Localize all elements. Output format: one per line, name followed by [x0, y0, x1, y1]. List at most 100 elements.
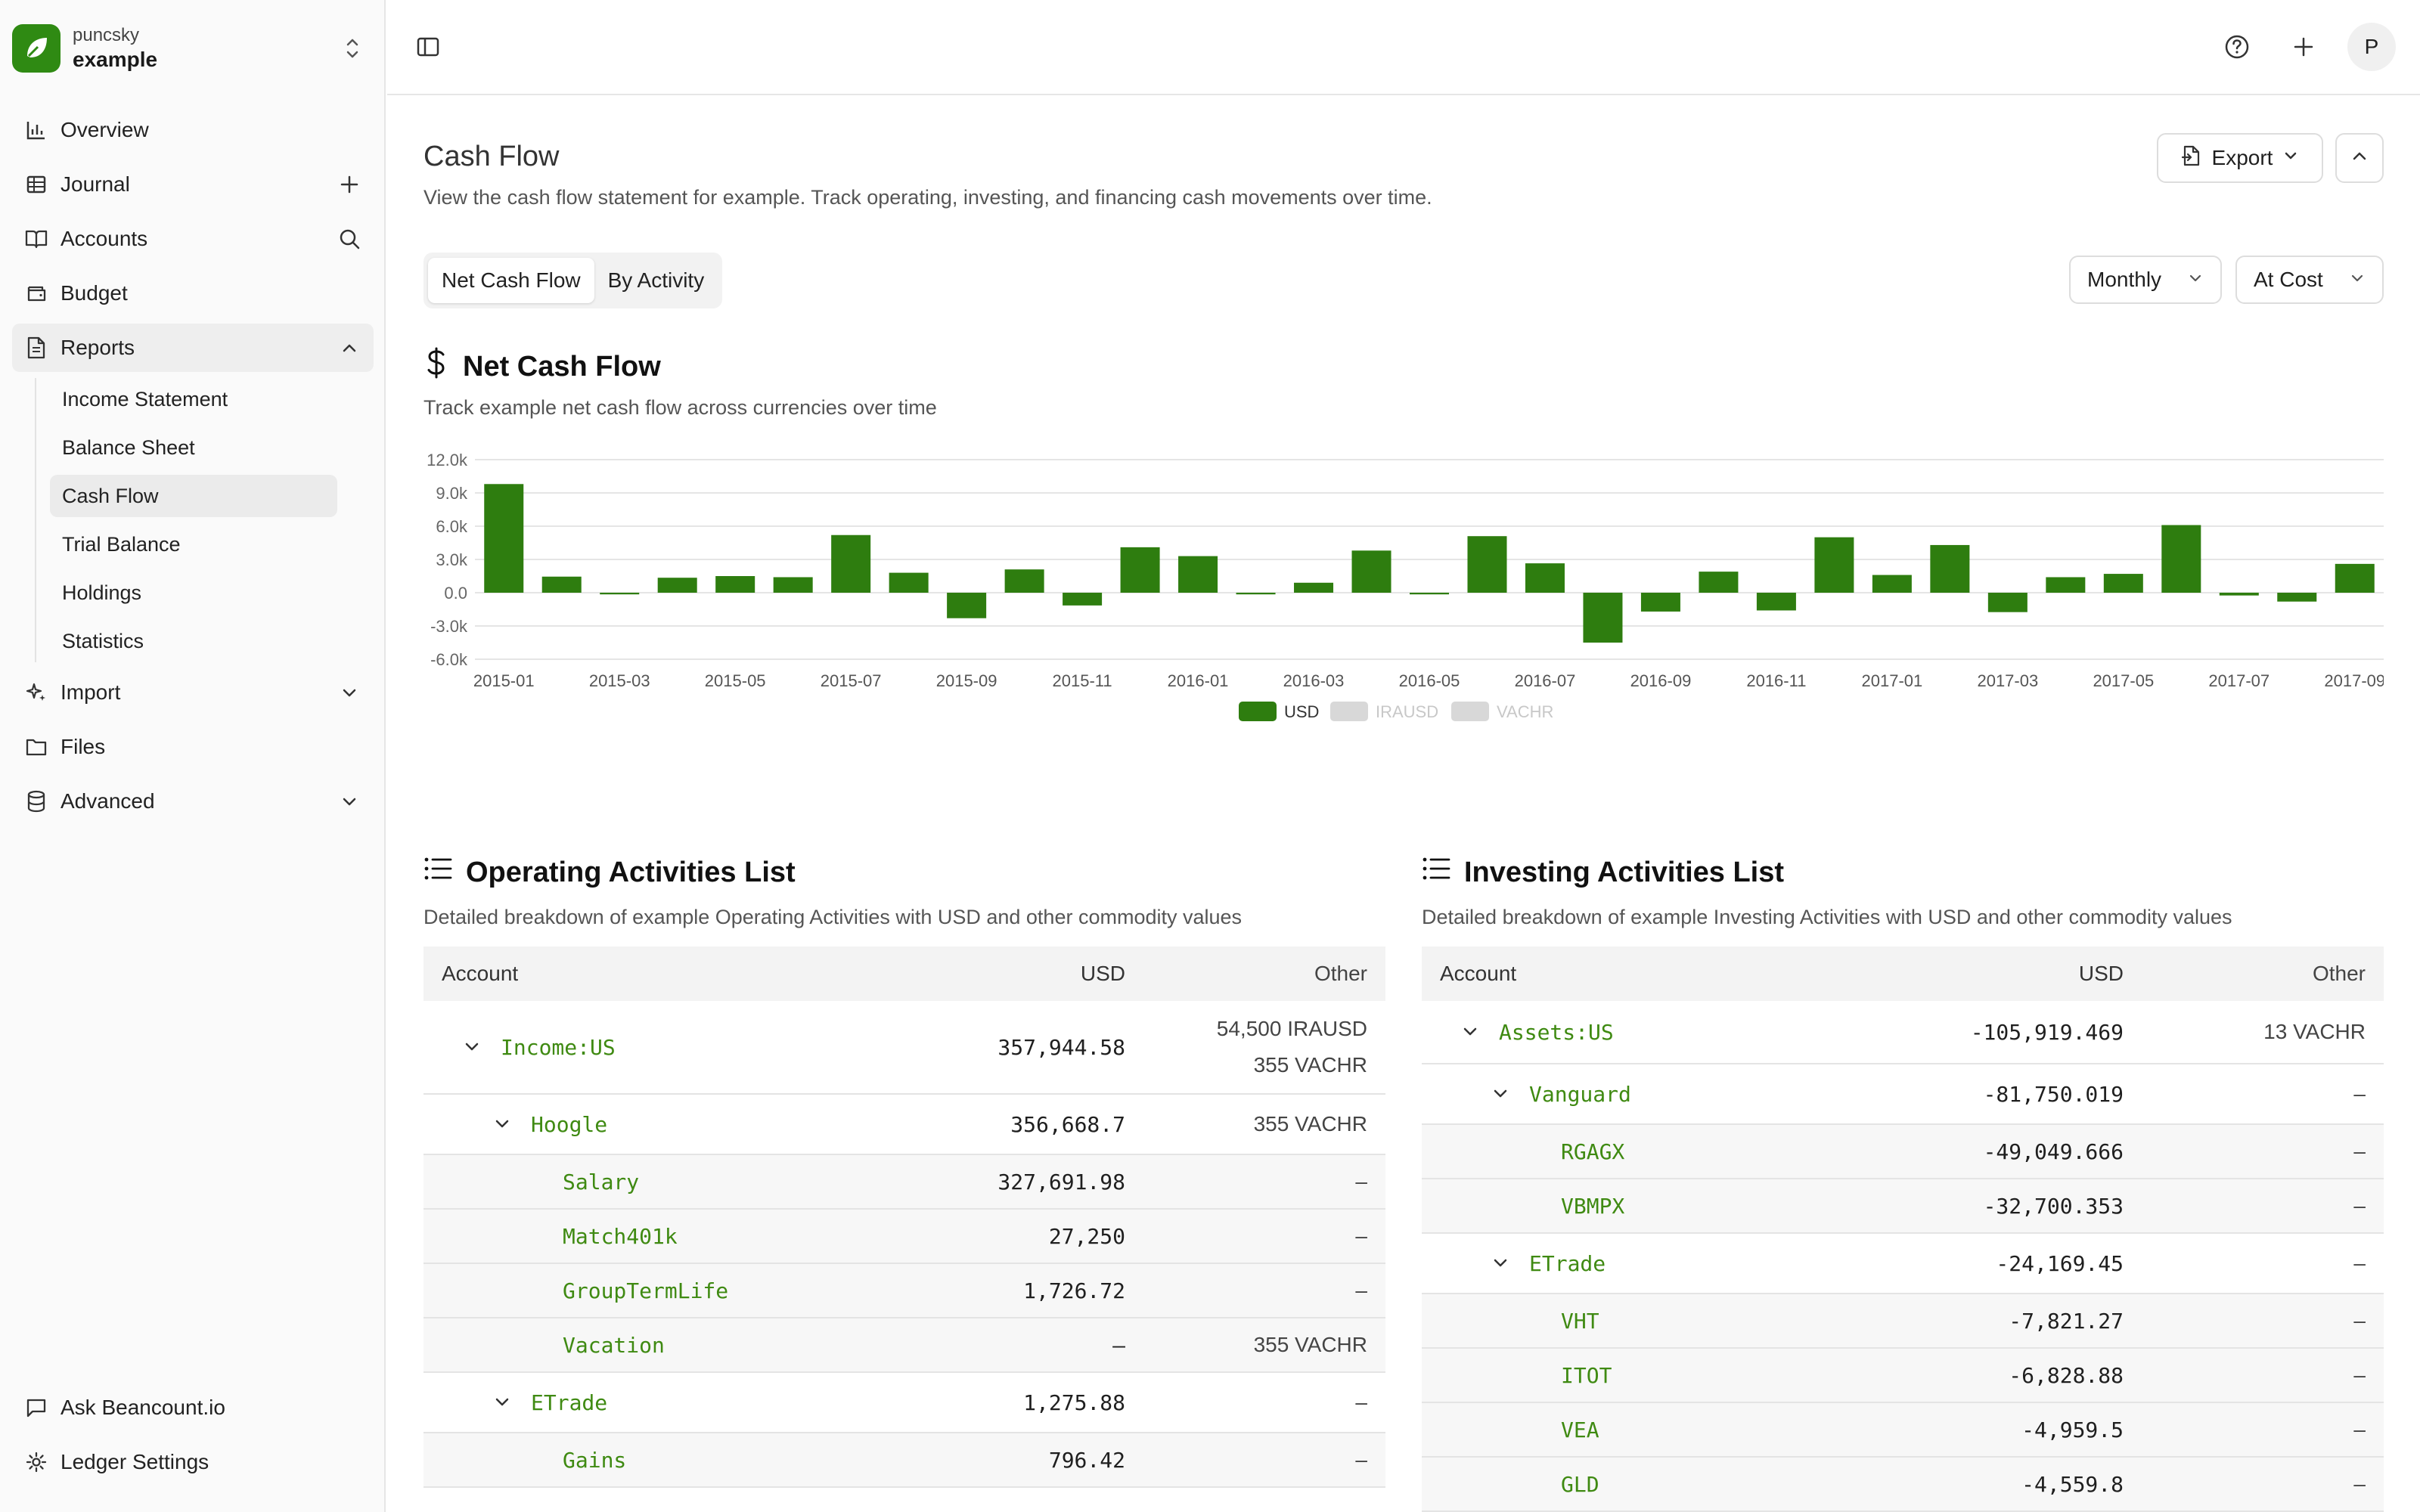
sidebar-subitem-statistics[interactable]: Statistics [62, 629, 144, 652]
investing-description: Detailed breakdown of example Investing … [1422, 906, 2232, 928]
chevron-down-icon [2349, 268, 2366, 292]
table-row[interactable]: VBMPX -32,700.353 – [1422, 1179, 2384, 1234]
sparkles-icon [24, 680, 48, 705]
chevron-down-icon[interactable] [1490, 1083, 1511, 1105]
account-link[interactable]: Assets:US [1499, 1019, 1614, 1045]
table-row[interactable]: RGAGX -49,049.666 – [1422, 1125, 2384, 1179]
other-value: 54,500 IRAUSD [1216, 1017, 1367, 1040]
sidebar-item-ledger-settings[interactable]: Ledger Settings [12, 1438, 374, 1486]
chart-bar [1178, 556, 1218, 593]
table-row[interactable]: GroupTermLife 1,726.72 – [424, 1264, 1385, 1318]
chart-bar [889, 572, 929, 593]
search-icon[interactable] [337, 227, 361, 256]
account-link[interactable]: GLD [1561, 1471, 1599, 1497]
help-icon[interactable] [2214, 24, 2260, 70]
sidebar-bottom: Ask Beancount.io Ledger Settings [12, 1383, 374, 1492]
chevron-down-icon[interactable] [492, 1392, 513, 1413]
valuation-select[interactable]: At Cost [2235, 256, 2384, 304]
y-tick-label: 9.0k [436, 484, 468, 503]
sidebar-item-import[interactable]: Import [12, 668, 374, 717]
sidebar-item-journal[interactable]: Journal [12, 160, 374, 209]
chevron-down-icon[interactable] [1460, 1021, 1481, 1043]
account-link[interactable]: Salary [563, 1169, 640, 1194]
tab-net-cash-flow[interactable]: Net Cash Flow [428, 258, 594, 303]
account-link[interactable]: VEA [1561, 1417, 1599, 1442]
sidebar-item-label: Overview [60, 118, 149, 141]
sidebar-item-budget[interactable]: Budget [12, 269, 374, 318]
sidebar-subitem-holdings[interactable]: Holdings [62, 581, 142, 604]
chart-bar [1756, 593, 1796, 611]
table-row[interactable]: Vacation – 355 VACHR [424, 1318, 1385, 1373]
sidebar-subitem-balance-sheet[interactable]: Balance Sheet [62, 435, 195, 459]
other-value: – [1355, 1224, 1367, 1247]
file-export-icon [2180, 144, 2203, 172]
account-link[interactable]: Vanguard [1529, 1081, 1631, 1107]
table-row[interactable]: VHT -7,821.27 – [1422, 1294, 2384, 1349]
valuation-select-value: At Cost [2254, 268, 2323, 291]
account-link[interactable]: Gains [563, 1447, 627, 1473]
chart-bar [657, 578, 697, 593]
account-link[interactable]: Match401k [563, 1223, 678, 1249]
account-link[interactable]: Hoogle [531, 1111, 608, 1137]
plus-icon[interactable] [337, 172, 361, 202]
chevron-down-icon[interactable] [337, 789, 361, 819]
table-row[interactable]: GLD -4,559.8 – [1422, 1458, 2384, 1512]
table-row[interactable]: Income:US 357,944.58 54,500 IRAUSD 355 V… [424, 1001, 1385, 1095]
export-button[interactable]: Export [2157, 133, 2323, 183]
chevron-up-icon[interactable] [337, 336, 361, 365]
chart-bar [2277, 593, 2317, 602]
table-header: Account USD Other [424, 947, 1385, 1001]
chevron-down-icon[interactable] [1490, 1253, 1511, 1274]
chevron-down-icon[interactable] [461, 1036, 482, 1058]
user-avatar[interactable]: P [2347, 23, 2396, 71]
chevron-down-icon[interactable] [492, 1114, 513, 1135]
account-link[interactable]: ETrade [531, 1390, 608, 1415]
account-link[interactable]: GroupTermLife [563, 1278, 729, 1303]
chart-bar [1236, 593, 1276, 595]
sidebar: puncsky example Overview Journal Account… [0, 0, 386, 1512]
sidebar-item-accounts[interactable]: Accounts [12, 215, 374, 263]
table-row[interactable]: Hoogle 356,668.7 355 VACHR [424, 1095, 1385, 1155]
table-row[interactable]: Salary 327,691.98 – [424, 1155, 1385, 1210]
table-row[interactable]: Match401k 27,250 – [424, 1210, 1385, 1264]
x-tick-label: 2016-09 [1630, 671, 1692, 690]
plus-icon[interactable] [2281, 24, 2326, 70]
account-link[interactable]: Income:US [501, 1034, 616, 1060]
sidebar-item-ask[interactable]: Ask Beancount.io [12, 1383, 374, 1432]
sidebar-subitem-income-statement[interactable]: Income Statement [62, 387, 228, 411]
dollar-sign-icon [424, 346, 449, 387]
table-row[interactable]: Vanguard -81,750.019 – [1422, 1064, 2384, 1125]
account-link[interactable]: ETrade [1529, 1250, 1606, 1276]
period-select-value: Monthly [2087, 268, 2162, 291]
table-row[interactable]: VEA -4,959.5 – [1422, 1403, 2384, 1458]
sidebar-item-advanced[interactable]: Advanced [12, 777, 374, 826]
legend-label: IRAUSD [1376, 702, 1438, 721]
sidebar-subitem-trial-balance[interactable]: Trial Balance [62, 532, 181, 556]
period-select[interactable]: Monthly [2069, 256, 2222, 304]
chevron-down-icon[interactable] [337, 680, 361, 710]
table-row[interactable]: Assets:US -105,919.469 13 VACHR [1422, 1001, 2384, 1064]
database-icon [24, 789, 48, 813]
usd-value: -49,049.666 [1983, 1139, 2124, 1164]
collapse-header-button[interactable] [2335, 133, 2384, 183]
other-value: – [2353, 1251, 2366, 1275]
table-row[interactable]: Gains 796.42 – [424, 1433, 1385, 1488]
account-link[interactable]: Vacation [563, 1332, 665, 1358]
ledger-switcher[interactable]: puncsky example [12, 18, 374, 79]
legend-swatch [1451, 702, 1489, 721]
sidebar-toggle-icon[interactable] [414, 33, 442, 64]
table-row[interactable]: ITOT -6,828.88 – [1422, 1349, 2384, 1403]
sidebar-item-reports[interactable]: Reports [12, 324, 374, 372]
sidebar-item-overview[interactable]: Overview [12, 106, 374, 154]
account-link[interactable]: ITOT [1561, 1362, 1612, 1388]
table-row[interactable]: ETrade -24,169.45 – [1422, 1234, 2384, 1294]
account-link[interactable]: VHT [1561, 1308, 1599, 1334]
sidebar-subitem-cash-flow[interactable]: Cash Flow [50, 475, 337, 517]
account-link[interactable]: RGAGX [1561, 1139, 1625, 1164]
tab-by-activity[interactable]: By Activity [607, 268, 705, 292]
sidebar-nav: Overview Journal Accounts Budget Reports… [12, 106, 374, 832]
account-link[interactable]: VBMPX [1561, 1193, 1625, 1219]
usd-value: -32,700.353 [1983, 1193, 2124, 1219]
sidebar-item-files[interactable]: Files [12, 723, 374, 771]
table-row[interactable]: ETrade 1,275.88 – [424, 1373, 1385, 1433]
